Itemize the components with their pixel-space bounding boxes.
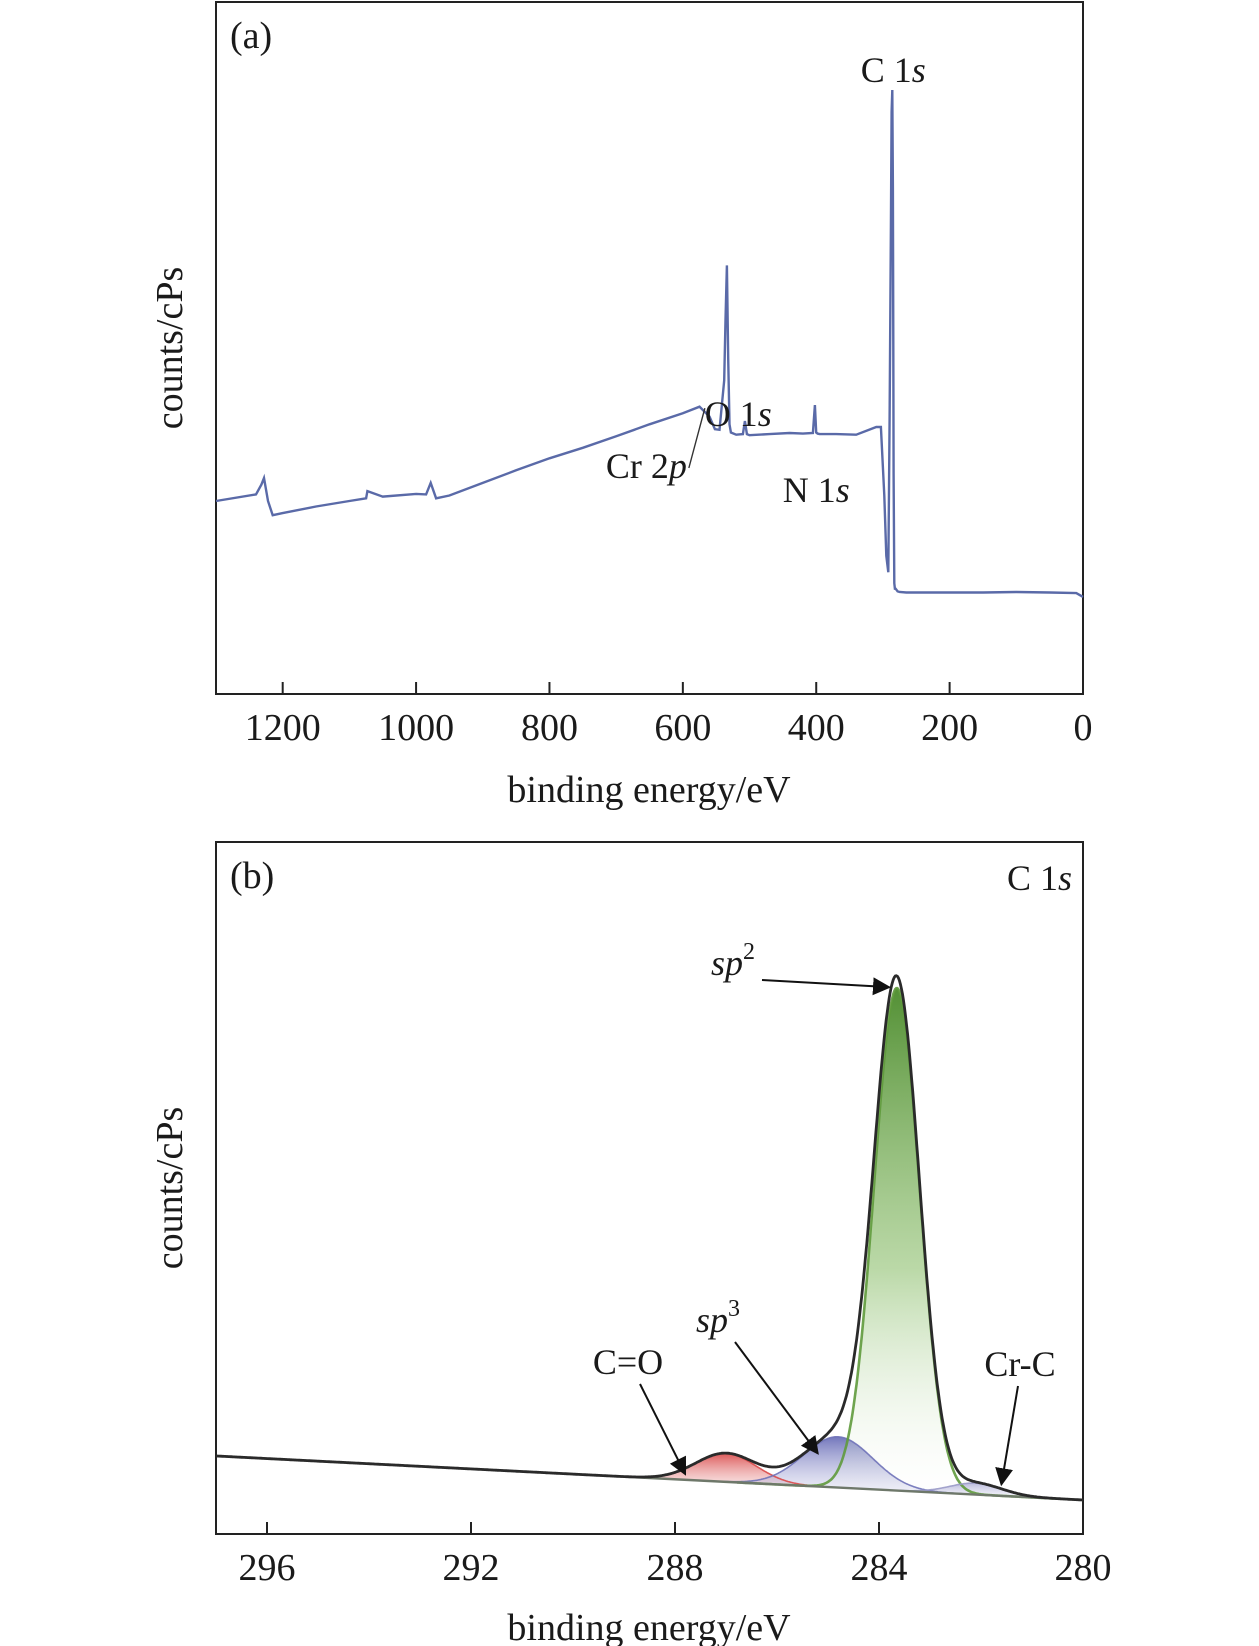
x-ticks-a: 1200 1000 800 600 400 200 0 xyxy=(245,682,1093,749)
x-tick-label: 600 xyxy=(654,707,711,749)
x-ticks-b: 296 292 288 284 280 xyxy=(239,1522,1112,1589)
x-tick-label: 0 xyxy=(1074,707,1093,749)
peak-label: Cr 2p xyxy=(606,446,687,486)
survey-spectrum-line xyxy=(215,89,1084,598)
component-labels: C=O sp3 sp2 Cr-C xyxy=(593,939,1056,1487)
x-tick-label: 200 xyxy=(921,707,978,749)
x-tick-label: 280 xyxy=(1055,1547,1112,1589)
label-arrow xyxy=(995,1385,1019,1487)
cr-2p-leader xyxy=(688,408,706,469)
component-lines xyxy=(215,974,1084,1502)
plot-frame-b xyxy=(215,841,1084,1535)
panel-b-corner-label: C 1s xyxy=(1007,858,1072,898)
x-axis-title-b: binding energy/eV xyxy=(507,1607,791,1646)
x-tick-label: 800 xyxy=(521,707,578,749)
x-tick-label: 288 xyxy=(647,1547,704,1589)
component-label: C=O xyxy=(593,1342,663,1382)
peak-label: O 1s xyxy=(705,394,772,434)
label-arrow xyxy=(761,977,891,996)
x-tick-label: 284 xyxy=(851,1547,908,1589)
peak-label: C 1s xyxy=(861,50,926,90)
x-tick-label: 400 xyxy=(788,707,845,749)
panel-b: 296 292 288 284 280 C=O sp3 sp2 Cr-C (b) C 1s b… xyxy=(149,841,1112,1646)
panel-b-label: (b) xyxy=(230,855,274,897)
y-axis-title-b: counts/cPs xyxy=(149,1107,191,1270)
component-sp2-fill xyxy=(737,988,1058,1499)
panel-a-label: (a) xyxy=(230,15,272,57)
plot-frame-a xyxy=(215,1,1084,695)
x-tick-label: 296 xyxy=(239,1547,296,1589)
component-label: Cr-C xyxy=(984,1344,1055,1384)
x-axis-title-a: binding energy/eV xyxy=(507,769,791,811)
x-tick-label: 1200 xyxy=(245,707,321,749)
label-arrow xyxy=(639,1383,687,1476)
y-axis-title-a: counts/cPs xyxy=(149,267,191,430)
x-tick-label: 1000 xyxy=(378,707,454,749)
envelope-line xyxy=(216,974,1084,1502)
component-co-fill xyxy=(511,1453,941,1493)
x-tick-label: 292 xyxy=(443,1547,500,1589)
label-arrow xyxy=(734,1341,819,1455)
peak-labels-a: C 1s O 1s N 1s Cr 2p xyxy=(606,50,926,510)
component-label: sp3 xyxy=(696,1296,740,1340)
peak-label: N 1s xyxy=(783,470,850,510)
component-fills xyxy=(511,988,1083,1500)
component-label: sp2 xyxy=(711,939,755,983)
